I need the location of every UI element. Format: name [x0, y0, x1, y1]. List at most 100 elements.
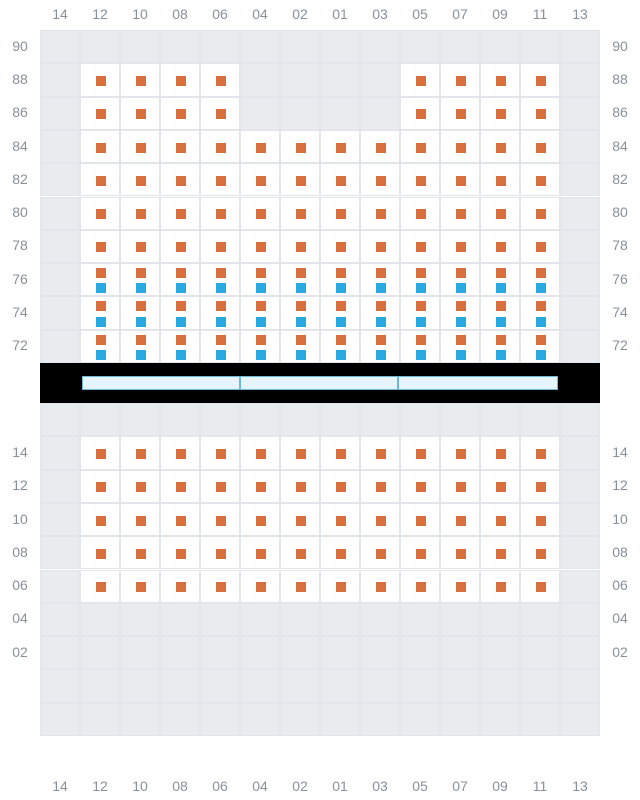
seat-cell[interactable]: [80, 163, 120, 196]
seat-cell[interactable]: [480, 97, 520, 130]
seat-cell[interactable]: [240, 436, 280, 469]
seat-cell[interactable]: [120, 230, 160, 263]
seat-cell[interactable]: [480, 163, 520, 196]
seat-cell[interactable]: [160, 263, 200, 296]
seat-cell[interactable]: [320, 197, 360, 230]
seat-cell[interactable]: [440, 330, 480, 363]
seat-cell[interactable]: [120, 436, 160, 469]
seat-cell[interactable]: [440, 130, 480, 163]
seat-cell[interactable]: [480, 197, 520, 230]
seat-cell[interactable]: [400, 97, 440, 130]
seat-cell[interactable]: [400, 570, 440, 603]
seat-cell[interactable]: [160, 470, 200, 503]
seat-cell[interactable]: [320, 503, 360, 536]
seat-cell[interactable]: [280, 536, 320, 569]
seat-cell[interactable]: [360, 163, 400, 196]
seat-cell[interactable]: [240, 197, 280, 230]
seat-cell[interactable]: [520, 230, 560, 263]
seat-cell[interactable]: [520, 63, 560, 96]
seat-cell[interactable]: [280, 296, 320, 329]
seat-cell[interactable]: [120, 263, 160, 296]
seat-cell[interactable]: [400, 296, 440, 329]
seat-cell[interactable]: [160, 570, 200, 603]
seat-cell[interactable]: [120, 330, 160, 363]
seat-cell[interactable]: [360, 470, 400, 503]
seat-cell[interactable]: [480, 63, 520, 96]
seat-cell[interactable]: [480, 263, 520, 296]
seat-cell[interactable]: [520, 470, 560, 503]
seat-cell[interactable]: [280, 230, 320, 263]
seat-cell[interactable]: [80, 263, 120, 296]
seat-cell[interactable]: [80, 330, 120, 363]
seat-cell[interactable]: [320, 330, 360, 363]
seat-cell[interactable]: [160, 536, 200, 569]
seat-cell[interactable]: [160, 436, 200, 469]
seat-cell[interactable]: [440, 570, 480, 603]
seat-cell[interactable]: [440, 97, 480, 130]
seat-cell[interactable]: [120, 470, 160, 503]
seat-cell[interactable]: [320, 130, 360, 163]
seat-cell[interactable]: [320, 230, 360, 263]
seat-cell[interactable]: [320, 570, 360, 603]
seat-cell[interactable]: [120, 130, 160, 163]
seat-cell[interactable]: [520, 296, 560, 329]
seat-cell[interactable]: [400, 197, 440, 230]
seat-cell[interactable]: [400, 470, 440, 503]
seat-cell[interactable]: [320, 296, 360, 329]
seat-cell[interactable]: [520, 97, 560, 130]
seat-cell[interactable]: [200, 130, 240, 163]
seat-cell[interactable]: [520, 570, 560, 603]
seat-cell[interactable]: [240, 130, 280, 163]
seat-cell[interactable]: [400, 130, 440, 163]
seat-cell[interactable]: [440, 296, 480, 329]
seat-cell[interactable]: [160, 130, 200, 163]
seat-cell[interactable]: [280, 163, 320, 196]
seat-cell[interactable]: [520, 436, 560, 469]
seat-cell[interactable]: [80, 63, 120, 96]
seat-cell[interactable]: [360, 330, 400, 363]
seat-cell[interactable]: [80, 230, 120, 263]
seat-cell[interactable]: [360, 503, 400, 536]
seat-cell[interactable]: [120, 163, 160, 196]
seat-cell[interactable]: [360, 570, 400, 603]
seat-cell[interactable]: [120, 536, 160, 569]
seat-cell[interactable]: [80, 296, 120, 329]
seat-cell[interactable]: [480, 230, 520, 263]
seat-cell[interactable]: [80, 436, 120, 469]
seat-cell[interactable]: [200, 230, 240, 263]
seat-cell[interactable]: [240, 163, 280, 196]
seat-cell[interactable]: [400, 163, 440, 196]
seat-cell[interactable]: [480, 436, 520, 469]
seat-cell[interactable]: [80, 130, 120, 163]
seat-cell[interactable]: [200, 503, 240, 536]
seat-cell[interactable]: [160, 330, 200, 363]
seat-cell[interactable]: [320, 436, 360, 469]
seat-cell[interactable]: [280, 263, 320, 296]
seat-cell[interactable]: [280, 436, 320, 469]
seat-cell[interactable]: [520, 263, 560, 296]
seat-cell[interactable]: [360, 130, 400, 163]
seat-cell[interactable]: [320, 536, 360, 569]
seat-cell[interactable]: [80, 470, 120, 503]
seat-cell[interactable]: [200, 163, 240, 196]
seat-cell[interactable]: [280, 470, 320, 503]
seat-cell[interactable]: [200, 470, 240, 503]
seat-cell[interactable]: [320, 163, 360, 196]
seat-cell[interactable]: [280, 503, 320, 536]
seat-cell[interactable]: [400, 436, 440, 469]
seat-cell[interactable]: [200, 536, 240, 569]
seat-cell[interactable]: [400, 230, 440, 263]
seat-cell[interactable]: [240, 230, 280, 263]
seat-cell[interactable]: [120, 570, 160, 603]
seat-cell[interactable]: [440, 197, 480, 230]
seat-cell[interactable]: [320, 263, 360, 296]
seat-cell[interactable]: [280, 197, 320, 230]
seat-cell[interactable]: [360, 230, 400, 263]
seat-cell[interactable]: [480, 130, 520, 163]
seat-cell[interactable]: [80, 536, 120, 569]
seat-cell[interactable]: [440, 536, 480, 569]
seat-cell[interactable]: [320, 470, 360, 503]
seat-cell[interactable]: [240, 503, 280, 536]
seat-cell[interactable]: [280, 130, 320, 163]
seat-cell[interactable]: [280, 330, 320, 363]
